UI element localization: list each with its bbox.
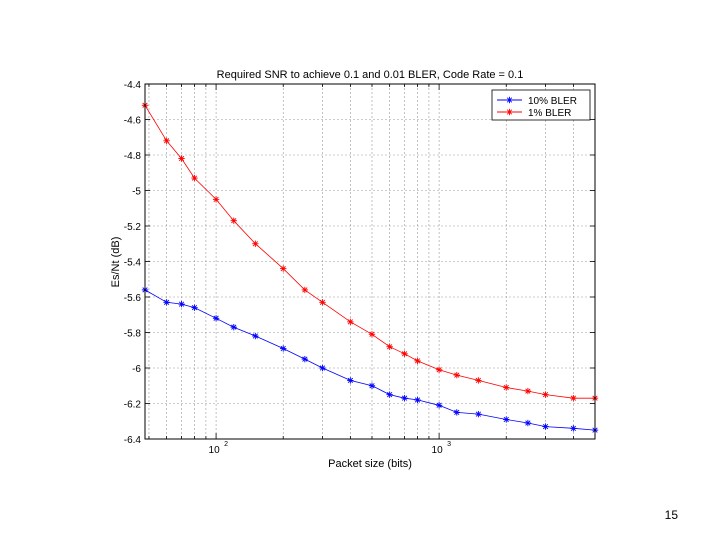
y-tick-label: -5 xyxy=(132,187,141,198)
data-point xyxy=(453,409,460,416)
data-point xyxy=(163,299,170,306)
data-point xyxy=(414,396,421,404)
data-point xyxy=(401,394,408,402)
data-point xyxy=(178,155,185,162)
data-point xyxy=(319,364,326,372)
data-point xyxy=(230,323,237,331)
legend-box xyxy=(491,89,591,121)
y-tick-label: -4.8 xyxy=(124,151,142,162)
x-tick-label-exponent: 2 xyxy=(224,441,228,448)
data-point xyxy=(414,357,421,365)
y-tick-label: -6 xyxy=(132,364,141,375)
data-point xyxy=(435,402,443,409)
data-point xyxy=(301,286,309,294)
legend-swatch-marker xyxy=(506,96,513,104)
data-point xyxy=(503,416,510,423)
data-point xyxy=(453,371,460,379)
data-point xyxy=(252,240,259,247)
data-point xyxy=(386,343,393,350)
y-axis-label: Es/Nt (dB) xyxy=(110,237,122,288)
data-point xyxy=(252,332,259,340)
y-tick-label: -6.2 xyxy=(124,400,142,411)
data-point xyxy=(542,391,549,398)
data-point xyxy=(191,304,198,311)
y-tick-label: -6.4 xyxy=(124,435,142,446)
data-point xyxy=(212,196,220,203)
data-point xyxy=(301,355,309,363)
data-point xyxy=(178,300,185,308)
data-point xyxy=(163,137,170,144)
axis-ticks xyxy=(145,83,596,440)
data-point xyxy=(347,318,354,326)
legend-swatch-marker xyxy=(506,108,513,116)
data-point xyxy=(368,331,376,338)
data-point xyxy=(191,174,198,182)
data-point xyxy=(524,387,532,395)
chart-title: Required SNR to achieve 0.1 and 0.01 BLE… xyxy=(217,69,524,81)
data-point xyxy=(319,299,326,306)
page-number: 15 xyxy=(664,508,678,522)
figure: -4.4 -4.6 -4.8 -5 -5.2 -5.4 -5.6 -5.8 -6 -6.2 -6.4… xyxy=(110,69,599,470)
data-point xyxy=(570,425,577,432)
data-point xyxy=(570,394,577,402)
y-tick-label: -4.6 xyxy=(124,116,142,127)
y-tick-label: -4.4 xyxy=(124,80,142,91)
x-tick-label: 10 xyxy=(432,445,444,456)
data-point xyxy=(212,315,220,322)
data-point xyxy=(230,217,237,224)
series-markers xyxy=(141,102,599,434)
data-point xyxy=(280,345,287,352)
data-point xyxy=(347,377,354,384)
data-point xyxy=(524,419,532,427)
data-point xyxy=(368,382,376,389)
data-point xyxy=(475,377,482,384)
legend-label: 10% BLER xyxy=(528,96,577,107)
y-tick-labels: -4.4 -4.6 -4.8 -5 -5.2 -5.4 -5.6 -5.8 -6 -6.2 -6.4 xyxy=(124,80,142,446)
y-tick-label: -5.8 xyxy=(124,329,142,340)
data-point xyxy=(280,265,287,272)
y-tick-label: -5.2 xyxy=(124,222,142,233)
x-axis-label: Packet size (bits) xyxy=(328,458,412,470)
data-point xyxy=(475,410,482,418)
data-point xyxy=(435,366,443,373)
data-point xyxy=(542,423,549,430)
data-point xyxy=(503,384,510,391)
legend-label: 1% BLER xyxy=(528,108,571,119)
y-tick-label: -5.4 xyxy=(124,258,142,269)
data-point xyxy=(386,391,393,398)
y-tick-label: -5.6 xyxy=(124,293,142,304)
x-tick-label-exponent: 3 xyxy=(447,441,451,448)
data-point xyxy=(401,350,408,357)
x-tick-label: 10 xyxy=(209,445,221,456)
